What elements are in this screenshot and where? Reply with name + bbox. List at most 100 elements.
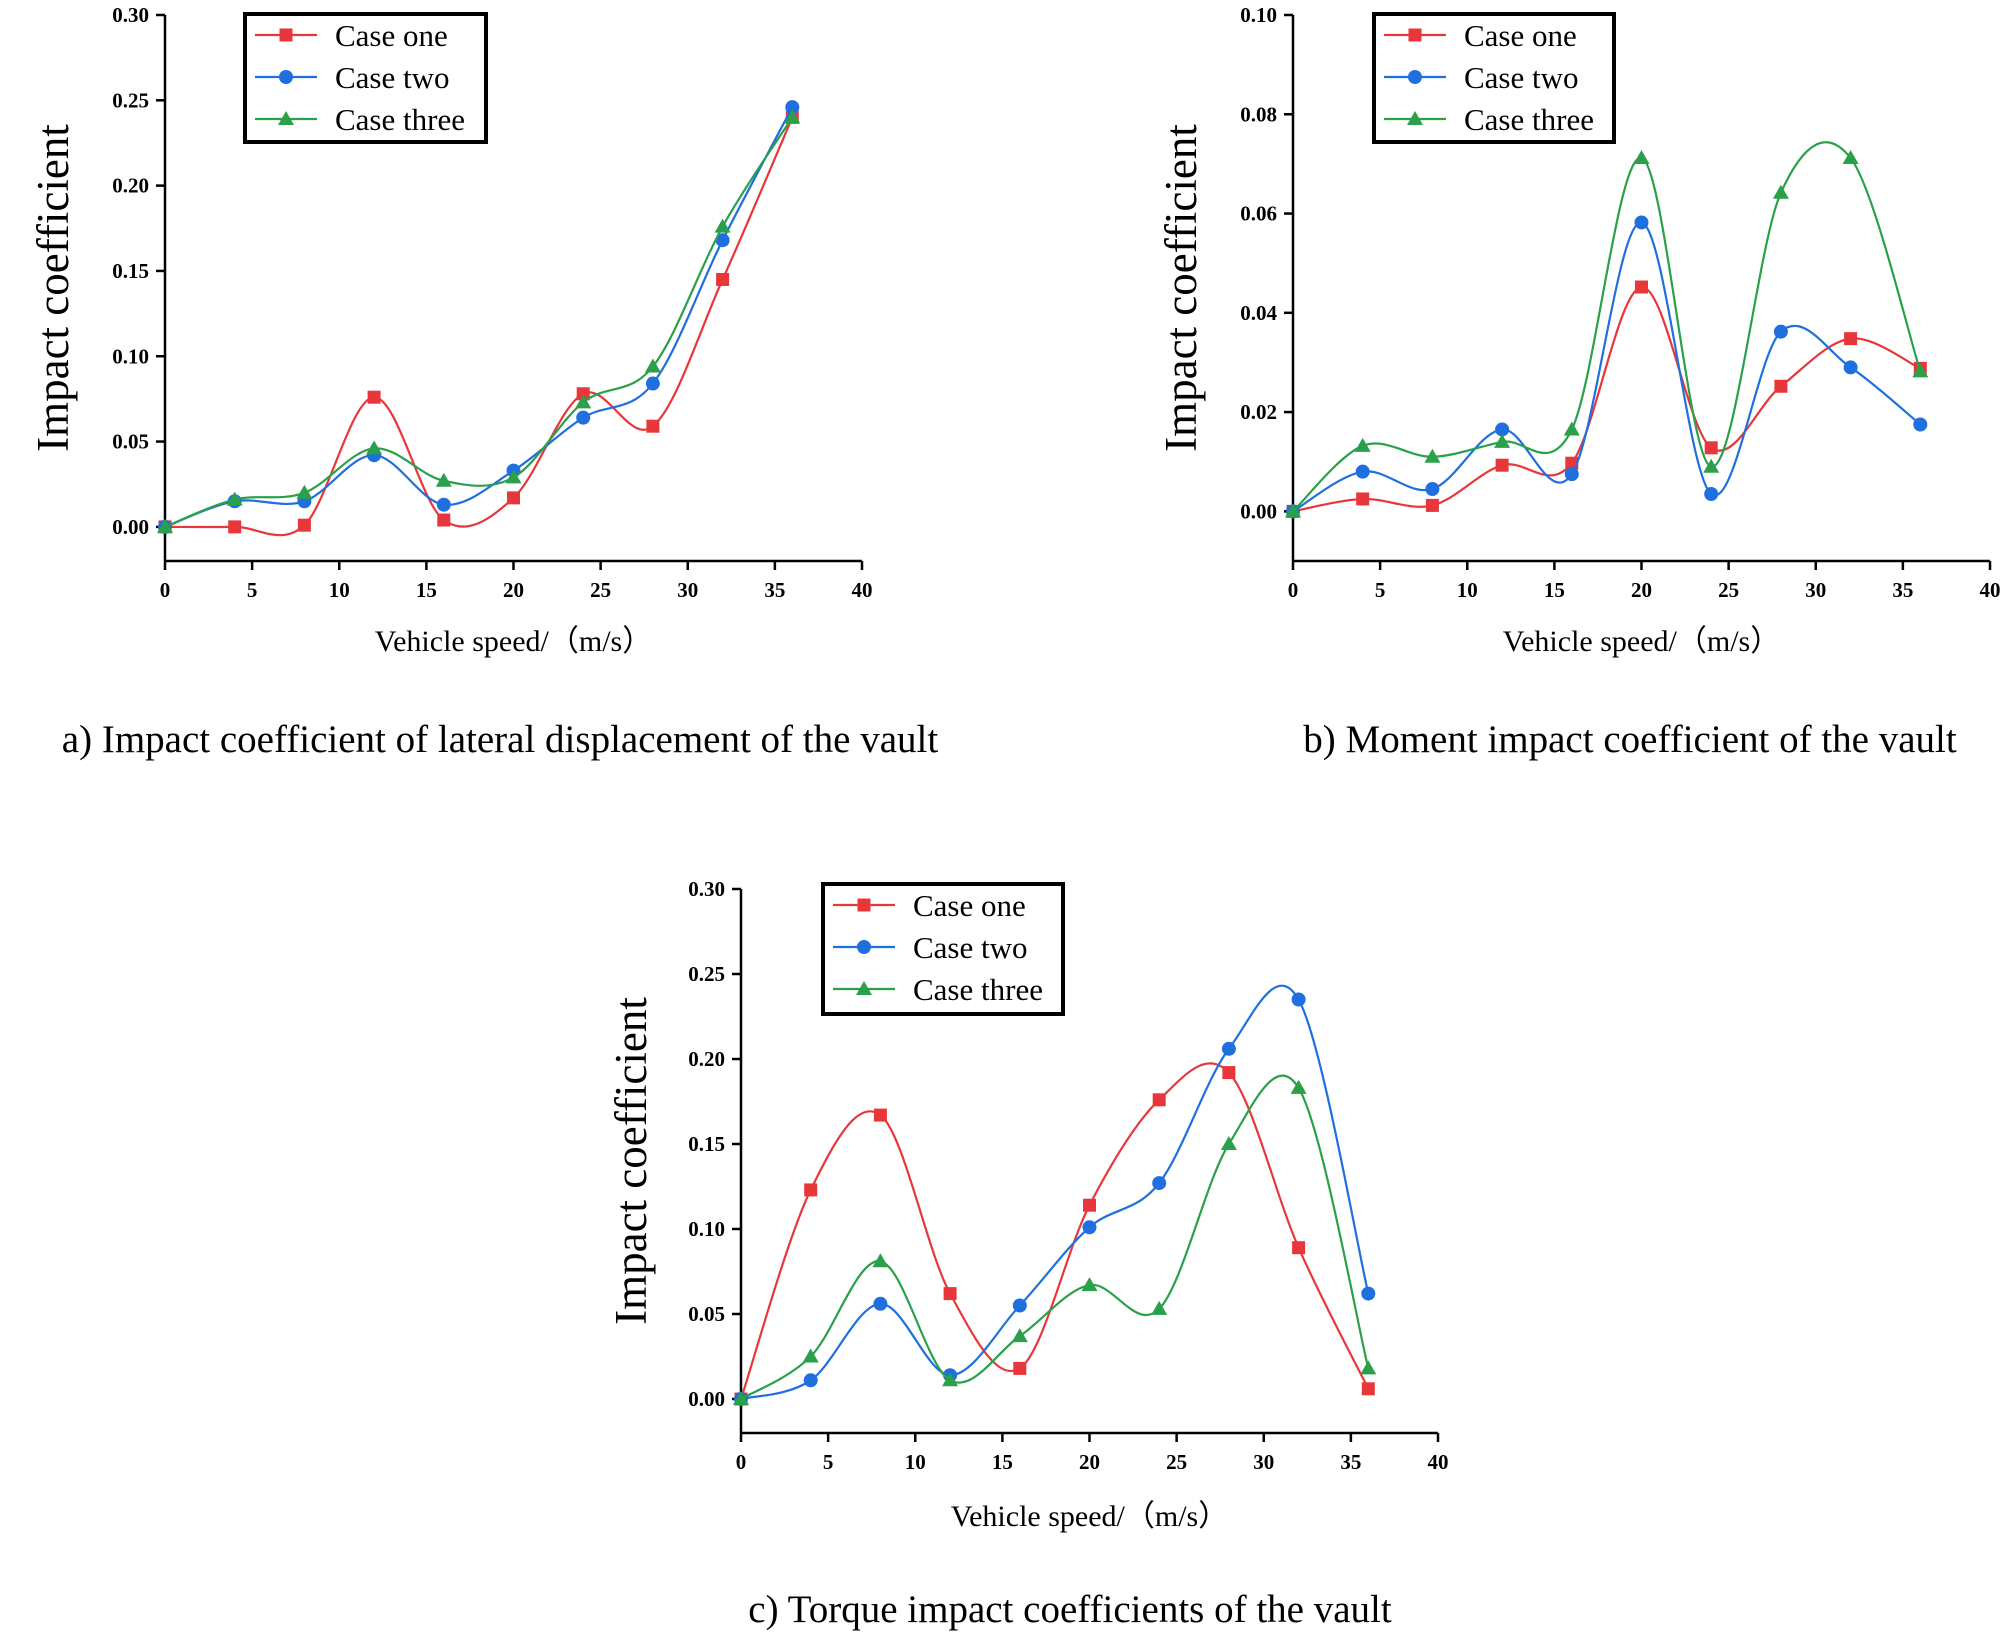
x-tick-label: 10 [1457, 578, 1478, 602]
x-tick-label: 10 [329, 578, 350, 602]
series-line [164, 116, 794, 537]
series-case-three [1285, 141, 1929, 518]
data-point [1843, 360, 1858, 375]
data-point [1634, 215, 1649, 230]
figure-caption: b) Moment impact coefficient of the vaul… [1303, 718, 1957, 761]
legend-label: Case one [335, 18, 448, 53]
x-tick-label: 15 [1544, 578, 1565, 602]
legend-marker [856, 981, 872, 995]
x-tick-label: 5 [1375, 578, 1386, 602]
y-axis-label: Impact coefficient [28, 124, 78, 452]
y-tick-label: 0.10 [112, 344, 149, 368]
data-point [505, 469, 522, 484]
y-tick-label: 0.06 [1240, 202, 1277, 226]
y-tick-label: 0.10 [1240, 3, 1277, 27]
data-point [645, 376, 660, 391]
series-case-two [1286, 215, 1928, 519]
x-tick-label: 0 [160, 578, 171, 602]
x-tick-label: 20 [1079, 1450, 1100, 1474]
data-point [228, 520, 242, 534]
x-tick-label: 30 [677, 578, 698, 602]
series-case-two [734, 984, 1376, 1406]
data-point [507, 491, 520, 505]
data-point [1704, 441, 1718, 455]
data-point [1494, 433, 1511, 448]
x-axis-label: Vehicle speed/（m/s） [375, 625, 652, 658]
data-point [733, 1391, 749, 1405]
y-tick-label: 0.20 [112, 174, 149, 198]
data-point [715, 233, 730, 248]
y-axis-label: Impact coefficient [606, 997, 656, 1325]
series-line [740, 984, 1370, 1401]
x-tick-label: 20 [1631, 578, 1652, 602]
legend-marker [279, 28, 293, 42]
series-case-two [158, 100, 800, 534]
y-tick-label: 0.30 [688, 877, 725, 901]
series-case-three [733, 1074, 1377, 1405]
data-point [716, 272, 730, 286]
data-point [1151, 1300, 1168, 1315]
data-point [1152, 1093, 1166, 1107]
data-point [1772, 184, 1789, 199]
data-point [1222, 1066, 1236, 1080]
data-point [714, 218, 731, 233]
data-point [1292, 1241, 1306, 1255]
x-tick-label: 10 [905, 1450, 926, 1474]
data-point [1703, 458, 1720, 473]
x-tick-label: 5 [823, 1450, 834, 1474]
data-point [1495, 458, 1509, 472]
y-tick-label: 0.05 [112, 430, 149, 454]
x-tick-label: 40 [852, 578, 873, 602]
y-tick-label: 0.25 [112, 88, 149, 112]
y-tick-label: 0.15 [688, 1132, 725, 1156]
data-point [1912, 363, 1929, 378]
series-case-one [734, 1062, 1375, 1406]
data-point [1563, 421, 1580, 436]
legend: Case one Case two Case three [243, 12, 488, 144]
data-point [1355, 464, 1370, 479]
data-point [873, 1108, 887, 1122]
x-tick-label: 25 [590, 578, 611, 602]
x-tick-label: 25 [1166, 1450, 1187, 1474]
legend-marker [1408, 28, 1422, 42]
x-tick-label: 15 [992, 1450, 1013, 1474]
data-point [872, 1253, 889, 1268]
data-point [1083, 1198, 1096, 1212]
data-point [803, 1373, 818, 1388]
data-point [1774, 379, 1788, 393]
data-point [1152, 1176, 1167, 1191]
data-point [296, 484, 313, 499]
data-point [1354, 437, 1371, 452]
legend-label: Case one [1464, 18, 1577, 53]
data-point [367, 390, 381, 404]
x-tick-label: 15 [416, 578, 437, 602]
data-point [1913, 417, 1928, 432]
x-axis-label: Vehicle speed/（m/s） [951, 1500, 1228, 1533]
figure-caption: c) Torque impact coefficients of the vau… [748, 1588, 1392, 1631]
data-point [1425, 498, 1439, 512]
data-point [1011, 1328, 1028, 1343]
series-line [739, 1062, 1370, 1400]
data-point [1081, 1277, 1098, 1292]
data-point [1844, 332, 1858, 346]
legend-label: Case two [913, 930, 1028, 965]
data-point [1425, 482, 1440, 497]
y-tick-label: 0.10 [688, 1217, 725, 1241]
x-axis-label: Vehicle speed/（m/s） [1503, 625, 1780, 658]
data-point [1012, 1298, 1027, 1313]
chart-panel-b: 0 5 10 15 20 25 30 35 40 0.00 0.02 0.04 0.06 0.08 0.10… [1156, 3, 2001, 761]
y-tick-label: 0.00 [1240, 499, 1277, 523]
data-point [226, 491, 243, 506]
legend-label: Case three [335, 102, 465, 137]
data-point [366, 440, 383, 455]
y-axis-label: Impact coefficient [1156, 124, 1206, 452]
y-tick-label: 0.00 [112, 515, 149, 539]
legend-marker [1407, 111, 1423, 125]
legend-label: Case three [1464, 102, 1594, 137]
x-tick-label: 0 [1288, 578, 1299, 602]
data-point [644, 358, 661, 373]
data-point [804, 1183, 818, 1197]
series-case-one [158, 110, 799, 537]
x-tick-label: 30 [1805, 578, 1826, 602]
series-line [1292, 285, 1921, 513]
